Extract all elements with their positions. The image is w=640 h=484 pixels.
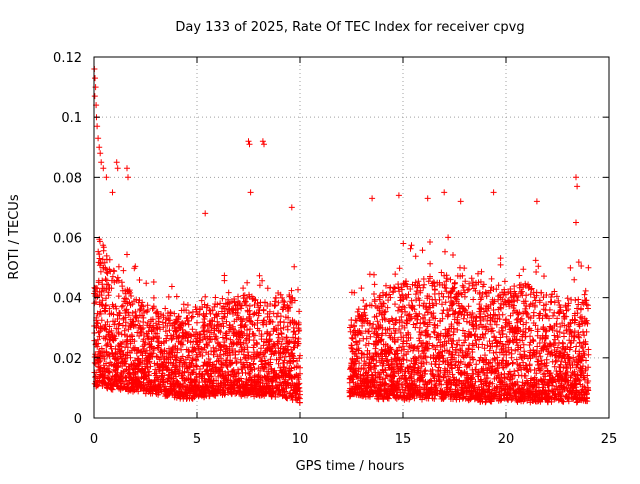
chart-background [0, 0, 640, 480]
